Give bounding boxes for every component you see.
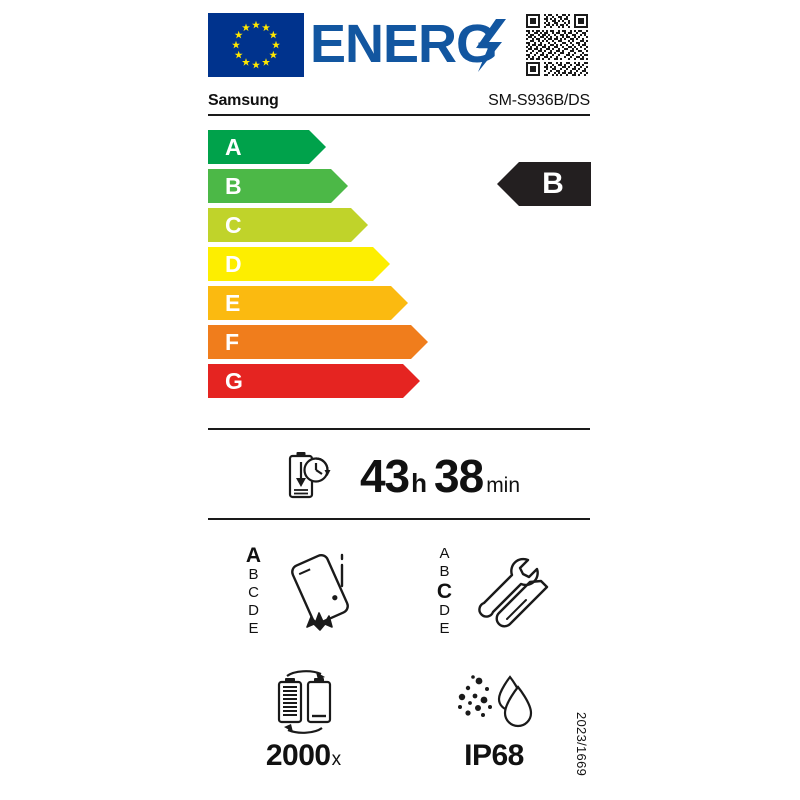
class-arrow-g: G — [208, 364, 428, 398]
class-arrow-a: A — [208, 130, 428, 164]
result-arrow-shape — [497, 162, 591, 206]
eu-flag — [208, 13, 304, 77]
endurance-hours: 43 — [359, 450, 410, 502]
class-letter-g: G — [225, 368, 243, 394]
repair-letter-d: D — [439, 601, 450, 619]
scale-row-d: D — [208, 247, 428, 281]
lightning-bolt-icon — [476, 19, 506, 72]
arrow-shape-e — [208, 286, 408, 320]
battery-cycles-value: 2000 — [265, 739, 331, 772]
class-letter-e: E — [225, 290, 241, 316]
drop-letter-b: B — [248, 565, 259, 583]
ingress-protection-metric: IP68 — [399, 656, 590, 786]
battery-cycles-text: 2000 x — [266, 739, 341, 773]
scale-row-c: C — [208, 208, 428, 242]
battery-cycles-suffix: x — [331, 749, 342, 770]
class-arrow-d: D — [208, 247, 428, 281]
class-arrow-e: E — [208, 286, 428, 320]
scale-row-e: E — [208, 286, 428, 320]
drop-resistance-metric: A B C D E — [208, 526, 399, 656]
battery-cycles-icon — [261, 669, 347, 735]
regulation-reference: 2023/1669 — [574, 712, 589, 777]
ingress-protection-text: IP68 — [464, 739, 525, 773]
metrics-grid: A B C D E — [208, 526, 590, 790]
arrow-shape-b — [208, 169, 348, 203]
energy-class-scale: A B C D — [208, 130, 428, 403]
scale-row-f: F — [208, 325, 428, 359]
arrow-shape-a — [208, 130, 326, 164]
repair-letter-c: C — [436, 579, 453, 603]
class-arrow-b: B — [208, 169, 428, 203]
repairability-letters: A B C D E — [433, 545, 457, 638]
qr-code[interactable] — [524, 12, 590, 78]
battery-cycles-metric: 2000 x — [208, 656, 399, 786]
divider-above-endurance — [208, 428, 590, 430]
arrow-shape-c — [208, 208, 368, 242]
model-identifier: SM-S936B/DS — [488, 92, 590, 109]
battery-endurance-row: 43 h 38 min — [208, 440, 590, 512]
scale-row-a: A — [208, 130, 428, 164]
phone-drop-icon — [274, 545, 366, 637]
repair-letter-e: E — [439, 619, 450, 637]
ingress-protection-value: IP68 — [464, 739, 524, 772]
class-arrow-f: F — [208, 325, 428, 359]
label-header: ENERG — [208, 8, 590, 82]
endurance-minutes: 38 — [434, 450, 484, 502]
endurance-value: 43 h 38 min — [360, 449, 520, 503]
class-letter-f: F — [225, 329, 240, 355]
scale-row-g: G — [208, 364, 428, 398]
drop-letter-d: D — [248, 601, 259, 619]
dust-water-icon — [452, 669, 538, 735]
scale-row-b: B — [208, 169, 428, 203]
brand-row: Samsung SM-S936B/DS — [208, 88, 590, 116]
endurance-minutes-unit: min — [486, 474, 521, 497]
energy-class-result-badge: B — [497, 159, 591, 209]
drop-resistance-letters: A B C D E — [242, 545, 266, 638]
class-letter-c: C — [225, 212, 242, 238]
class-arrow-c: C — [208, 208, 428, 242]
repairability-metric: A B C D E — [399, 526, 590, 656]
drop-letter-a: A — [245, 543, 262, 567]
wrench-screwdriver-icon — [465, 545, 557, 637]
divider-below-endurance — [208, 518, 590, 520]
drop-letter-c: C — [248, 583, 259, 601]
drop-letter-e: E — [248, 619, 259, 637]
class-letter-b: B — [225, 173, 242, 199]
battery-clock-icon — [278, 449, 334, 503]
arrow-shape-f — [208, 325, 428, 359]
repair-letter-a: A — [439, 544, 450, 562]
energ-logo: ENERG — [304, 13, 524, 77]
result-class-letter: B — [542, 167, 564, 200]
class-letter-a: A — [225, 134, 242, 160]
energ-logo-text: ENERG — [310, 15, 497, 74]
endurance-hours-unit: h — [411, 468, 428, 498]
arrow-shape-d — [208, 247, 390, 281]
manufacturer-name: Samsung — [208, 92, 279, 109]
arrow-shape-g — [208, 364, 420, 398]
repair-letter-b: B — [439, 562, 450, 580]
class-letter-d: D — [225, 251, 242, 277]
